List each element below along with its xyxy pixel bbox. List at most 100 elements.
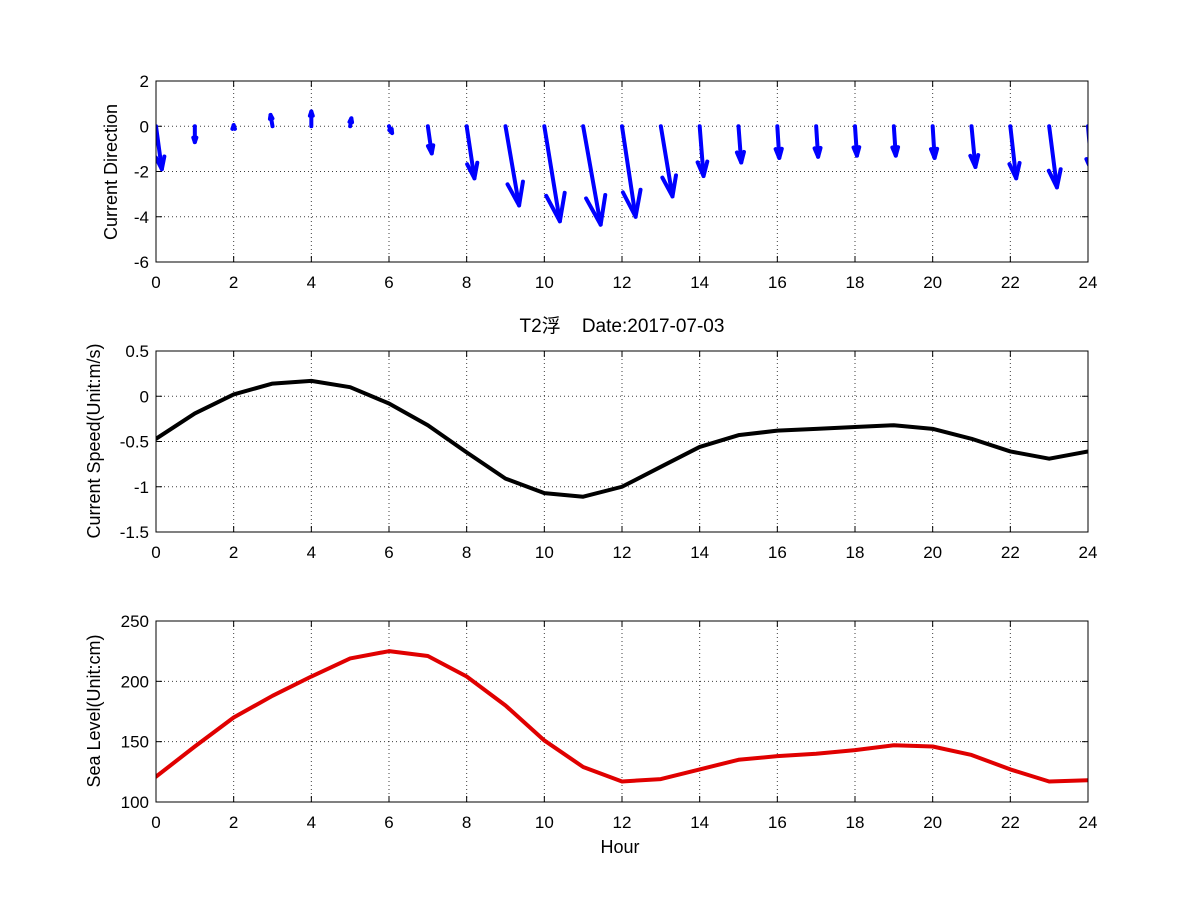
current-arrow-shaft: [581, 124, 603, 227]
sea-level-ylabel: Sea Level(Unit:cm): [84, 634, 104, 787]
current-arrow-head: [387, 127, 395, 136]
current-speed-y-tick-label: 0.5: [125, 342, 149, 361]
current-speed-x-tick-label: 20: [923, 543, 942, 562]
current-arrow-head: [928, 146, 940, 160]
current-arrow-head: [505, 179, 525, 208]
current-direction-ylabel: Current Direction: [101, 104, 121, 240]
current-arrow-shaft: [1047, 124, 1059, 190]
sea-level-x-tick-label: 24: [1079, 813, 1098, 832]
current-arrow: [464, 124, 480, 181]
sea-level-y-tick-label: 150: [121, 733, 149, 752]
current-speed-y-tick-label: -0.5: [120, 433, 149, 452]
current-direction-y-tick-label: -4: [134, 208, 149, 227]
sea-level-y-tick-label: 100: [121, 793, 149, 812]
current-arrow: [307, 109, 315, 129]
current-arrow: [230, 123, 237, 131]
current-arrow-head: [544, 190, 567, 224]
current-arrow-head: [812, 145, 823, 159]
current-speed-x-tick-label: 0: [151, 543, 160, 562]
current-arrow-head: [191, 135, 199, 145]
current-direction-x-tick-label: 6: [384, 273, 393, 292]
current-arrow-head: [890, 145, 901, 158]
current-speed-grid: [156, 351, 1088, 532]
current-speed-x-tick-label: 4: [307, 543, 316, 562]
sea-level-x-tick-label: 14: [690, 813, 709, 832]
current-direction-x-tick-label: 12: [613, 273, 632, 292]
current-arrow-head: [1007, 160, 1022, 181]
current-arrow-shaft: [1008, 124, 1019, 181]
current-direction-y-tick-label: 0: [140, 117, 149, 136]
current-arrow-head: [267, 112, 275, 121]
sea-level-x-tick-label: 8: [462, 813, 471, 832]
current-arrow: [347, 116, 355, 129]
current-direction-arrows: [156, 109, 1088, 227]
current-arrow-shaft: [1086, 124, 1088, 150]
current-arrow: [156, 124, 167, 172]
current-direction-y-tick-label: -6: [134, 253, 149, 272]
current-arrow: [191, 124, 199, 145]
current-arrow-head: [695, 159, 710, 179]
current-arrow-shaft: [503, 124, 522, 208]
current-arrow-head: [425, 143, 436, 156]
current-arrow-head: [773, 146, 784, 160]
current-arrow: [773, 124, 784, 160]
current-speed-y-tick-label: -1.5: [120, 523, 149, 542]
sea-level-xlabel: Hour: [600, 837, 639, 857]
current-arrow-head: [465, 160, 480, 181]
sea-level-x-tick-label: 10: [535, 813, 554, 832]
current-arrow: [890, 124, 901, 158]
current-speed-x-tick-label: 2: [229, 543, 238, 562]
current-arrow-head: [156, 154, 167, 172]
current-speed-x-tick-label: 16: [768, 543, 787, 562]
figure-title: T2浮 Date:2017-07-03: [520, 315, 725, 337]
current-speed-ylabel: Current Speed(Unit:m/s): [84, 343, 104, 538]
current-arrow-head: [851, 145, 862, 158]
current-arrow: [812, 124, 823, 159]
current-arrow: [1007, 124, 1022, 181]
current-arrow-head: [660, 173, 678, 199]
sea-level-x-tick-label: 2: [229, 813, 238, 832]
current-arrow: [734, 124, 746, 165]
current-arrow: [928, 124, 940, 160]
current-direction-y-tick-label: -2: [134, 163, 149, 182]
current-arrow-shaft: [969, 124, 978, 169]
current-arrow: [425, 124, 436, 156]
current-direction-x-tick-label: 10: [535, 273, 554, 292]
current-arrow-head: [230, 123, 237, 131]
current-arrow-shaft: [156, 124, 164, 172]
sea-level-x-tick-label: 18: [846, 813, 865, 832]
current-speed-series: [156, 378, 1088, 499]
sea-level-axes-frame: [155, 620, 1089, 803]
current-arrow-head: [347, 116, 355, 125]
current-arrow-shaft: [697, 124, 706, 179]
current-arrow: [503, 124, 525, 208]
sea-level-y-tick-label: 200: [121, 672, 149, 691]
current-speed-x-tick-label: 6: [384, 543, 393, 562]
sea-level-x-tick-label: 20: [923, 813, 942, 832]
sea-level-x-tick-label: 22: [1001, 813, 1020, 832]
current-arrow: [658, 124, 678, 199]
current-arrow-head: [734, 149, 746, 165]
current-arrow-shaft: [542, 124, 562, 224]
sea-level-x-tick-label: 6: [384, 813, 393, 832]
current-arrow: [267, 112, 275, 129]
current-speed-x-tick-label: 22: [1001, 543, 1020, 562]
current-arrow: [968, 124, 981, 169]
current-speed-axes-frame: [155, 350, 1089, 533]
sea-level-x-tick-label: 16: [768, 813, 787, 832]
current-speed-x-tick-label: 8: [462, 543, 471, 562]
current-arrow: [542, 124, 567, 224]
sea-level-x-tick-label: 0: [151, 813, 160, 832]
sea-level-x-tick-label: 12: [613, 813, 632, 832]
current-direction-y-tick-label: 2: [140, 72, 149, 91]
current-speed-x-tick-label: 14: [690, 543, 709, 562]
sea-level-x-tick-label: 4: [307, 813, 316, 832]
sea-level-series: [156, 649, 1088, 784]
current-direction-x-tick-label: 20: [923, 273, 942, 292]
current-speed-panel: 0 2 4 6 8 10 12 14 16 18 20 22 240.50-0.5-1-1.5 Curr…: [84, 342, 1097, 562]
current-speed-y-tick-label: 0: [140, 387, 149, 406]
current-arrow-head: [620, 187, 643, 219]
current-speed-y-tick-label: -1: [134, 478, 149, 497]
current-direction-axes-frame: [155, 80, 1089, 263]
